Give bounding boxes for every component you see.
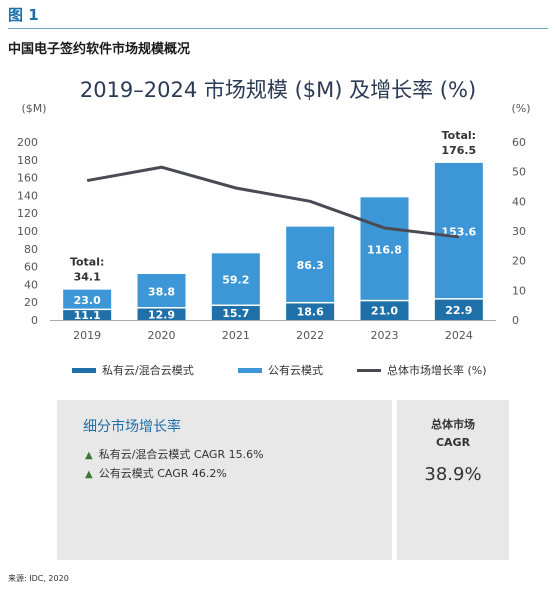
legend-public: 公有云模式 <box>238 362 323 378</box>
total-annotation-value: 34.1 <box>74 271 101 284</box>
segment-row-public: ▲ 公有云模式 CAGR 46.2% <box>85 465 227 481</box>
right-tick-label: 10 <box>512 284 526 297</box>
data-label-public: 86.3 <box>297 259 324 272</box>
segment-row-private: ▲ 私有云/混合云模式 CAGR 15.6% <box>85 446 264 462</box>
left-axis-label: ($M) <box>21 102 46 115</box>
x-tick-label: 2024 <box>445 329 473 342</box>
segment-row-private-text: 私有云/混合云模式 CAGR 15.6% <box>98 448 264 461</box>
figure-label: 图 1 <box>8 6 39 24</box>
bar-private <box>63 310 112 320</box>
bar-public <box>211 253 260 305</box>
left-tick-label: 80 <box>24 243 38 256</box>
left-tick-label: 40 <box>24 278 38 291</box>
legend-growth-swatch <box>357 368 381 372</box>
bar-public <box>360 197 409 300</box>
panel-title: 细分市场增长率 <box>83 419 181 435</box>
data-label-public: 23.0 <box>74 294 101 307</box>
left-tick-label: 60 <box>24 261 38 274</box>
segment-row-public-text: 公有云模式 CAGR 46.2% <box>98 467 227 480</box>
bar-private <box>211 306 260 320</box>
segment-growth-panel: 细分市场增长率 ▲ 私有云/混合云模式 CAGR 15.6% ▲ 公有云模式 CAG… <box>57 400 509 560</box>
x-tick-label: 2023 <box>371 329 399 342</box>
data-label-private: 15.7 <box>222 307 249 320</box>
bar-private <box>286 303 335 320</box>
left-tick-label: 160 <box>17 172 38 185</box>
legend-private-label: 私有云/混合云模式 <box>102 364 194 377</box>
data-label-public: 59.2 <box>222 274 249 287</box>
legend-growth-label: 总体市场增长率 (%) <box>387 364 487 377</box>
triangle-up-icon: ▲ <box>85 450 93 461</box>
data-label-public: 116.8 <box>367 243 402 256</box>
overall-cagr-label-line1: 总体市场 <box>431 418 475 431</box>
x-tick-label: 2019 <box>73 329 101 342</box>
bar-private <box>434 299 483 320</box>
legend-public-label: 公有云模式 <box>268 364 323 377</box>
bar-public <box>286 226 335 302</box>
top-divider <box>8 28 548 29</box>
bar-public <box>434 162 483 299</box>
right-tick-label: 40 <box>512 195 526 208</box>
bar-public <box>137 273 186 308</box>
x-tick-label: 2022 <box>296 329 324 342</box>
overall-cagr-value: 38.9% <box>424 464 482 485</box>
right-tick-label: 50 <box>512 166 526 179</box>
left-tick-label: 0 <box>31 314 38 327</box>
source-note: 来源: IDC, 2020 <box>8 574 69 583</box>
chart-title: 2019–2024 市场规模 ($M) 及增长率 (%) <box>79 78 477 102</box>
bar-public <box>63 289 112 309</box>
left-tick-label: 180 <box>17 154 38 167</box>
right-tick-label: 30 <box>512 225 526 238</box>
total-annotation-label: Total: <box>442 129 476 142</box>
right-tick-label: 0 <box>512 314 519 327</box>
data-label-private: 21.0 <box>371 305 398 318</box>
data-label-public: 38.8 <box>148 285 175 298</box>
data-label-private: 11.1 <box>74 309 101 322</box>
legend-public-swatch <box>238 367 262 373</box>
overall-cagr-label-line2: CAGR <box>435 436 471 449</box>
bar-private <box>137 308 186 320</box>
right-axis-label: (%) <box>511 102 530 115</box>
x-tick-label: 2020 <box>148 329 176 342</box>
figure-subtitle: 中国电子签约软件市场规模概况 <box>8 42 191 57</box>
left-tick-label: 200 <box>17 136 38 149</box>
growth-rate-line <box>86 165 460 239</box>
left-tick-label: 100 <box>17 225 38 238</box>
x-tick-label: 2021 <box>222 329 250 342</box>
triangle-up-icon: ▲ <box>85 469 93 480</box>
legend-private-swatch <box>72 367 96 373</box>
panel-divider <box>392 400 397 560</box>
legend-growth: 总体市场增长率 (%) <box>357 362 487 378</box>
right-tick-label: 60 <box>512 136 526 149</box>
left-tick-label: 120 <box>17 207 38 220</box>
total-annotation-label: Total: <box>70 256 104 269</box>
left-tick-label: 20 <box>24 296 38 309</box>
right-tick-label: 20 <box>512 255 526 268</box>
bar-line-chart: ($M) (%) 0 20 40 60 80 100 120 140 160 180 200 0 10 20 3… <box>17 102 531 342</box>
data-label-private: 18.6 <box>297 306 324 319</box>
overall-cagr-label: 总体市场 CAGR <box>397 416 509 452</box>
data-label-private: 12.9 <box>148 308 175 321</box>
total-annotation-value: 176.5 <box>441 144 476 157</box>
left-tick-label: 140 <box>17 189 38 202</box>
data-label-private: 22.9 <box>445 304 472 317</box>
bar-private <box>360 301 409 320</box>
legend-private: 私有云/混合云模式 <box>72 362 194 378</box>
